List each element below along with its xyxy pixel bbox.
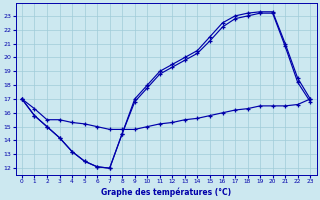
X-axis label: Graphe des températures (°C): Graphe des températures (°C) — [101, 187, 231, 197]
